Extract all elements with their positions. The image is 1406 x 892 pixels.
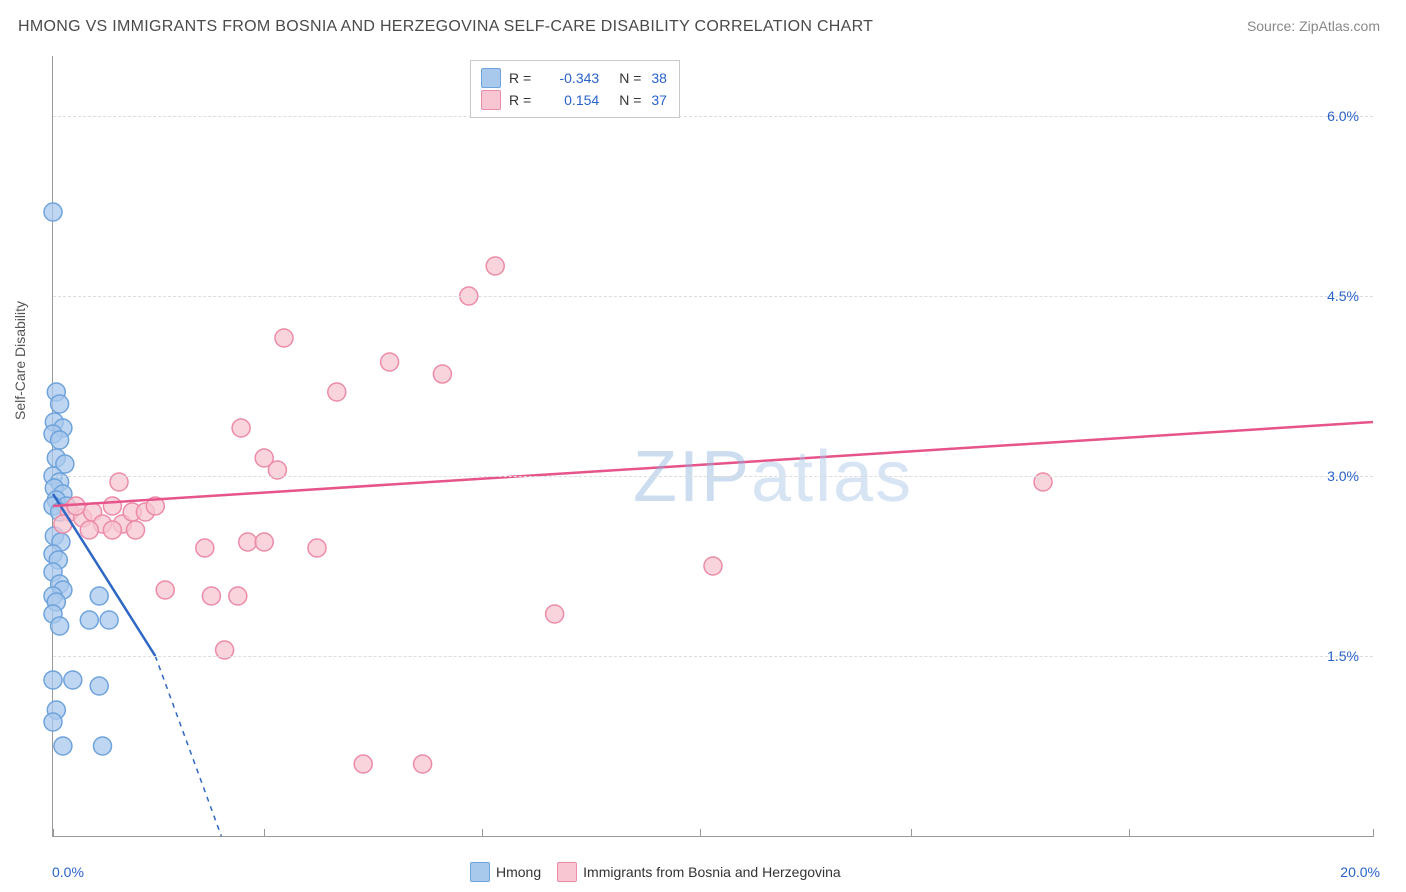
source-label: Source: ZipAtlas.com [1247, 18, 1380, 34]
legend-row: R = -0.343 N = 38 [481, 67, 667, 89]
y-tick-label: 1.5% [1327, 648, 1359, 664]
scatter-point [255, 533, 273, 551]
y-axis-label: Self-Care Disability [12, 301, 28, 420]
legend-n-label: N = [619, 92, 641, 108]
correlation-legend: R = -0.343 N = 38 R = 0.154 N = 37 [470, 60, 680, 118]
scatter-point [328, 383, 346, 401]
x-axis-max-label: 20.0% [1340, 864, 1380, 880]
x-tick [1129, 829, 1130, 837]
gridline [53, 656, 1373, 657]
scatter-point [64, 671, 82, 689]
scatter-point [54, 737, 72, 755]
scatter-point [44, 713, 62, 731]
y-tick-label: 6.0% [1327, 108, 1359, 124]
legend-row: R = 0.154 N = 37 [481, 89, 667, 111]
scatter-point [51, 395, 69, 413]
scatter-point [51, 431, 69, 449]
scatter-point [196, 539, 214, 557]
legend-n-value: 37 [651, 92, 667, 108]
legend-r-value: -0.343 [537, 70, 599, 86]
trend-line-dashed [155, 656, 221, 836]
scatter-point [127, 521, 145, 539]
scatter-point [232, 419, 250, 437]
scatter-point [381, 353, 399, 371]
scatter-point [80, 611, 98, 629]
x-tick [264, 829, 265, 837]
scatter-point [156, 581, 174, 599]
series-legend-item: Immigrants from Bosnia and Herzegovina [557, 862, 841, 882]
scatter-point [704, 557, 722, 575]
scatter-point [44, 203, 62, 221]
trend-line [53, 422, 1373, 506]
y-tick-label: 4.5% [1327, 288, 1359, 304]
x-tick [911, 829, 912, 837]
chart-title: HMONG VS IMMIGRANTS FROM BOSNIA AND HERZ… [18, 18, 873, 36]
scatter-point [229, 587, 247, 605]
legend-r-label: R = [509, 92, 531, 108]
legend-n-value: 38 [651, 70, 667, 86]
scatter-point [354, 755, 372, 773]
scatter-point [486, 257, 504, 275]
series-name: Hmong [496, 864, 541, 880]
scatter-point [308, 539, 326, 557]
scatter-svg [53, 56, 1373, 836]
legend-r-value: 0.154 [537, 92, 599, 108]
x-axis-min-label: 0.0% [52, 864, 84, 880]
chart-plot-area: ZIPatlas 1.5%3.0%4.5%6.0% [52, 56, 1373, 837]
scatter-point [90, 587, 108, 605]
scatter-point [275, 329, 293, 347]
legend-swatch [481, 68, 501, 88]
legend-swatch [557, 862, 577, 882]
scatter-point [202, 587, 220, 605]
x-tick [700, 829, 701, 837]
scatter-point [80, 521, 98, 539]
series-name: Immigrants from Bosnia and Herzegovina [583, 864, 841, 880]
gridline [53, 296, 1373, 297]
scatter-point [414, 755, 432, 773]
scatter-point [44, 671, 62, 689]
legend-n-label: N = [619, 70, 641, 86]
scatter-point [90, 677, 108, 695]
scatter-point [94, 737, 112, 755]
scatter-point [51, 617, 69, 635]
x-tick [482, 829, 483, 837]
legend-swatch [481, 90, 501, 110]
legend-swatch [470, 862, 490, 882]
gridline [53, 116, 1373, 117]
scatter-point [433, 365, 451, 383]
y-tick-label: 3.0% [1327, 468, 1359, 484]
scatter-point [546, 605, 564, 623]
x-tick [53, 829, 54, 837]
series-legend-item: Hmong [470, 862, 541, 882]
scatter-point [103, 497, 121, 515]
scatter-point [100, 611, 118, 629]
series-legend: Hmong Immigrants from Bosnia and Herzegov… [470, 862, 841, 882]
gridline [53, 476, 1373, 477]
x-tick [1373, 829, 1374, 837]
legend-r-label: R = [509, 70, 531, 86]
scatter-point [103, 521, 121, 539]
scatter-point [239, 533, 257, 551]
